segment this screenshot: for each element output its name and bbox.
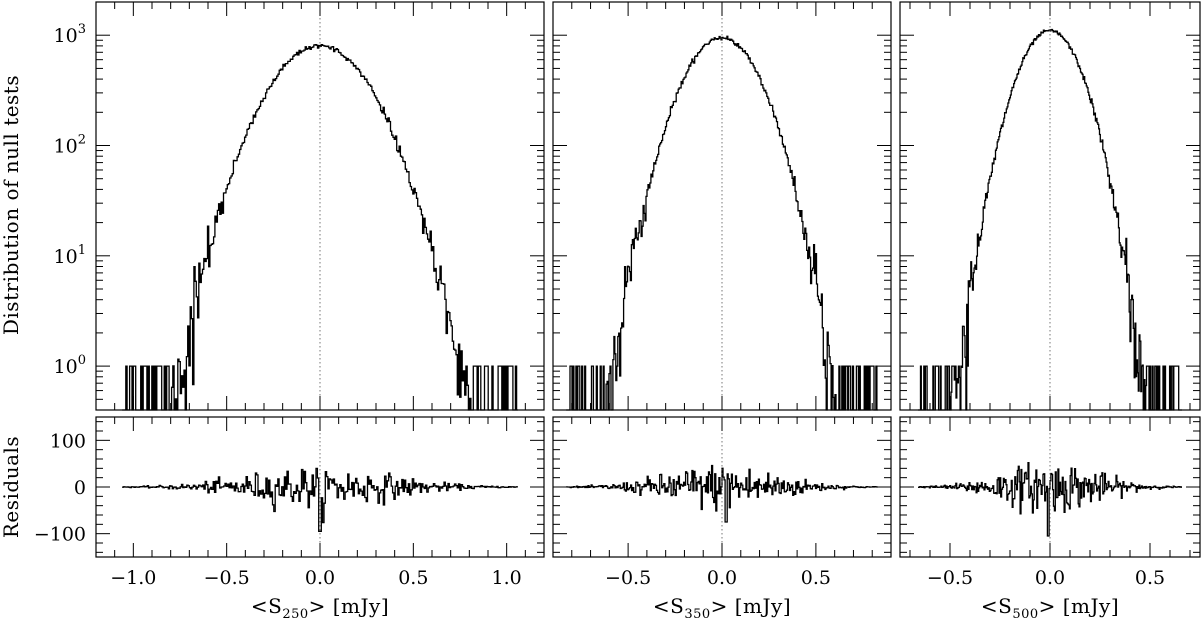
y-tick-label: 102 — [54, 133, 86, 158]
y-tick-label: 101 — [54, 243, 86, 268]
residual-y-tick-label: −100 — [34, 524, 86, 546]
y-tick-label: 100 — [54, 353, 86, 378]
x-axis-label: <S250> [mJy] — [251, 594, 389, 622]
x-tick-label: 0.5 — [801, 567, 831, 589]
x-axis-label: <S500> [mJy] — [981, 594, 1119, 622]
panel-2: −0.5 0.0 0.5 <S350> [mJy] — [552, 1, 892, 622]
x-tick-label: 1.0 — [492, 567, 522, 589]
panel-1: 100 101 102 103 −100 0 100 −1.0 −0.5 0.0 0.5 1.0 <S2… — [34, 1, 545, 622]
x-tick-label: 0.0 — [305, 567, 335, 589]
x-axis-label: <S350> [mJy] — [653, 594, 791, 622]
x-tick-label: 0.5 — [1135, 567, 1165, 589]
x-tick-label: 0.5 — [398, 567, 428, 589]
residuals-line — [122, 467, 518, 532]
residual-y-tick-label: 100 — [50, 430, 86, 452]
x-tick-label: −0.5 — [927, 567, 973, 589]
ylabel-bottom: Residuals — [0, 436, 23, 538]
x-tick-label: −0.5 — [605, 567, 651, 589]
x-tick-label: 0.0 — [1035, 567, 1065, 589]
x-tick-label: 0.0 — [707, 567, 737, 589]
residuals-line — [566, 464, 878, 523]
x-tick-label: −1.0 — [110, 567, 156, 589]
panel-3: −0.5 0.0 0.5 <S500> [mJy] — [899, 1, 1201, 622]
null-test-histogram — [566, 35, 878, 411]
null-test-histogram — [918, 28, 1182, 411]
null-test-histogram — [122, 43, 518, 411]
y-tick-label: 103 — [54, 22, 86, 47]
ylabel-top: Distribution of null tests — [0, 75, 23, 335]
residuals-line — [918, 462, 1182, 537]
residual-y-tick-label: 0 — [74, 477, 86, 499]
x-tick-label: −0.5 — [204, 567, 250, 589]
panels: 100 101 102 103 −100 0 100 −1.0 −0.5 0.0 0.5 1.0 <S2… — [34, 1, 1201, 622]
